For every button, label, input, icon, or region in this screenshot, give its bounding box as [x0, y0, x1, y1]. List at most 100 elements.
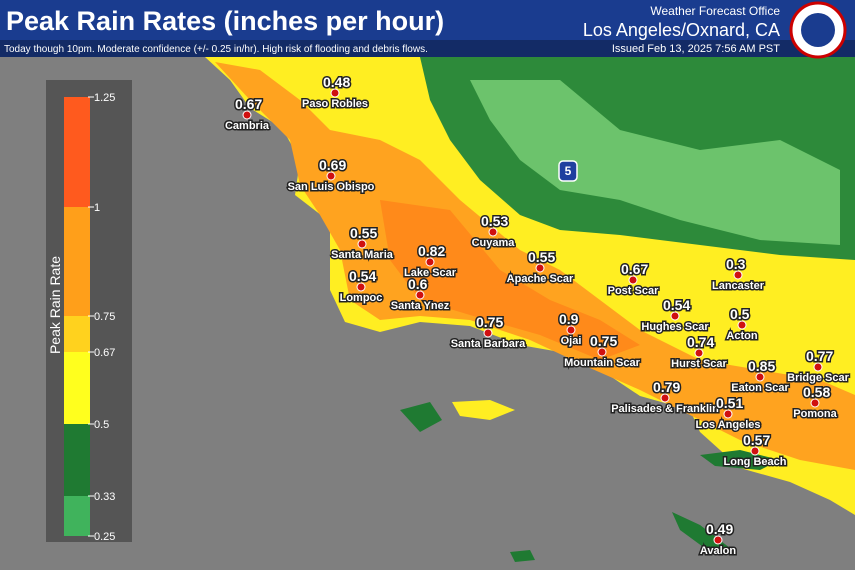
location-dot: [597, 347, 607, 357]
location-value: 0.53: [481, 213, 508, 229]
location-dot: [357, 239, 367, 249]
location-value: 0.48: [323, 74, 350, 90]
location-name: Eaton Scar: [731, 382, 789, 394]
highway-shield: [558, 160, 578, 182]
location-dot: [566, 325, 576, 335]
location-name: Avalon: [700, 545, 737, 557]
location-value: 0.9: [559, 311, 579, 327]
legend-tick-label: 0.67: [94, 347, 115, 359]
location-dot: [326, 171, 336, 181]
location-value: 0.82: [418, 243, 445, 259]
location-dot: [723, 409, 733, 419]
location-dot: [425, 257, 435, 267]
location-name: Santa Ynez: [391, 300, 450, 312]
location-value: 0.75: [476, 314, 503, 330]
location-dot: [628, 275, 638, 285]
header-bar: [0, 0, 855, 40]
location-dot: [356, 282, 366, 292]
location-value: 0.5: [730, 306, 750, 322]
location-value: 0.58: [803, 384, 830, 400]
location-value: 0.74: [687, 334, 714, 350]
location-dot: [750, 446, 760, 456]
location-dot: [660, 393, 670, 403]
location-value: 0.51: [716, 395, 743, 411]
location-name: Post Scar: [608, 285, 659, 297]
location-value: 0.3: [726, 256, 746, 272]
location-name: San Luis Obispo: [288, 181, 375, 193]
location-dot: [810, 398, 820, 408]
legend-tick-label: 1: [94, 202, 100, 214]
location-name: Santa Maria: [331, 249, 394, 261]
office-line2: Los Angeles/Oxnard, CA: [583, 20, 780, 40]
location-name: Paso Robles: [302, 98, 368, 110]
location-dot: [242, 110, 252, 120]
land-orange: [215, 62, 855, 470]
location-name: Palisades & Franklin: [611, 403, 719, 415]
location-value: 0.79: [653, 379, 680, 395]
legend-tick-label: 1.25: [94, 92, 115, 104]
location-name: Los Angeles: [696, 419, 761, 431]
legend-band: [64, 424, 90, 496]
location-name: Hughes Scar: [641, 321, 709, 333]
island: [400, 402, 442, 432]
legend-band: [64, 352, 90, 424]
location-name: Mountain Scar: [564, 357, 641, 369]
legend-title: Peak Rain Rate: [47, 256, 63, 354]
location-value: 0.49: [706, 521, 733, 537]
location-value: 0.55: [350, 225, 377, 241]
legend-band: [64, 496, 90, 536]
location-dot: [670, 311, 680, 321]
location-value: 0.57: [743, 432, 770, 448]
location-value: 0.85: [748, 358, 775, 374]
location-dot: [813, 362, 823, 372]
location-dot: [737, 320, 747, 330]
location-dot: [755, 372, 765, 382]
title: Peak Rain Rates (inches per hour): [6, 6, 444, 36]
location-value: 0.77: [806, 348, 833, 364]
legend-tick-label: 0.75: [94, 311, 115, 323]
issued: Issued Feb 13, 2025 7:56 AM PST: [612, 43, 780, 55]
land-green-light: [470, 80, 840, 245]
subtitle: Today though 10pm. Moderate confidence (…: [4, 44, 428, 55]
legend-band: [64, 97, 90, 207]
location-value: 0.54: [349, 268, 376, 284]
location-name: Santa Barbara: [451, 338, 526, 350]
location-dot: [488, 227, 498, 237]
location-value: 0.54: [663, 297, 690, 313]
location-name: Ojai: [561, 335, 582, 347]
location-dot: [713, 535, 723, 545]
location-value: 0.69: [319, 157, 346, 173]
location-name: Lake Scar: [404, 267, 457, 279]
location-name: Hurst Scar: [671, 358, 727, 370]
island: [452, 400, 515, 420]
location-value: 0.67: [235, 96, 262, 112]
legend-tick-label: 0.33: [94, 491, 115, 503]
location-value: 0.55: [528, 249, 555, 265]
location-dot: [535, 263, 545, 273]
legend-tick-label: 0.5: [94, 419, 109, 431]
location-name: Pomona: [793, 408, 837, 420]
subtitle-bar: [0, 40, 855, 57]
location-value: 0.67: [621, 261, 648, 277]
location-dot: [415, 290, 425, 300]
location-dot: [694, 348, 704, 358]
island: [510, 550, 535, 562]
location-name: Bridge Scar: [787, 372, 849, 384]
land-orange-dark: [380, 200, 640, 360]
legend-band: [64, 316, 90, 352]
legend-band: [64, 207, 90, 316]
location-value: 0.75: [590, 333, 617, 349]
location-dot: [483, 328, 493, 338]
location-name: Lompoc: [340, 292, 383, 304]
location-dot: [733, 270, 743, 280]
location-dot: [330, 88, 340, 98]
location-name: Lancaster: [712, 280, 765, 292]
location-name: Acton: [726, 330, 757, 342]
location-name: Long Beach: [724, 456, 787, 468]
legend-tick-label: 0.25: [94, 531, 115, 543]
location-name: Apache Scar: [507, 273, 574, 285]
highway-number: 5: [565, 164, 572, 178]
location-name: Cuyama: [472, 237, 516, 249]
